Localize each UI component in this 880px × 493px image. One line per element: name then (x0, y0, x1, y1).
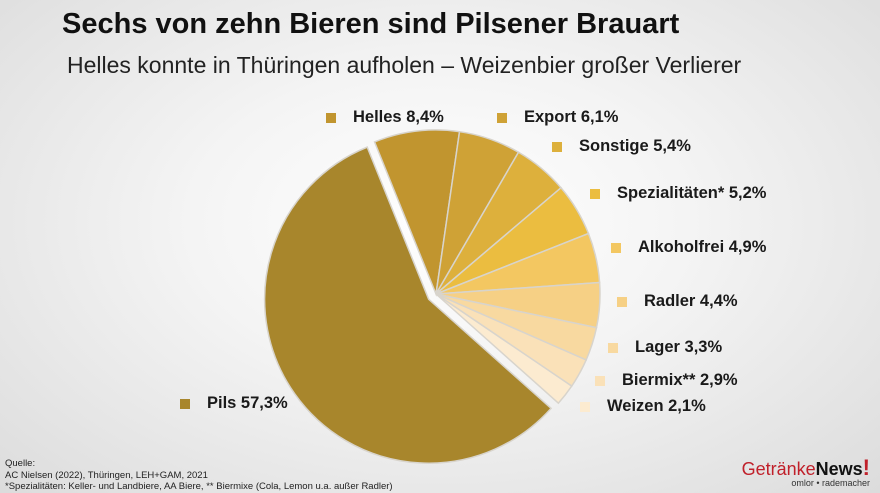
legend-marker-icon (580, 401, 590, 412)
slice-label-text: Export 6,1% (524, 108, 619, 126)
legend-marker-icon (595, 375, 605, 386)
legend-marker-icon (497, 112, 507, 123)
slice-label-text: Spezialitäten* 5,2% (617, 184, 767, 202)
slice-label-text: Sonstige 5,4% (579, 137, 691, 155)
slice-label: Lager 3,3% (608, 338, 722, 357)
source-note: Quelle: AC Nielsen (2022), Thüringen, LE… (5, 458, 393, 493)
slice-label-text: Lager 3,3% (635, 338, 723, 356)
legend-marker-icon (552, 141, 562, 152)
legend-marker-icon (180, 398, 190, 409)
legend-marker-icon (617, 296, 627, 307)
source-line-2: *Spezialitäten: Keller- und Landbiere, A… (5, 481, 393, 492)
chart-subtitle: Helles konnte in Thüringen aufholen – We… (67, 52, 742, 78)
chart-title: Sechs von zehn Bieren sind Pilsener Brau… (62, 8, 680, 40)
legend-marker-icon (611, 242, 621, 253)
slice-label: Sonstige 5,4% (552, 137, 691, 156)
slice-label: Export 6,1% (497, 108, 618, 127)
slice-label: Weizen 2,1% (580, 397, 706, 416)
slice-label: Helles 8,4% (326, 108, 444, 127)
getraenkenews-logo: GetränkeNews! omlor • rademacher (742, 455, 870, 488)
slice-label: Radler 4,4% (617, 292, 738, 311)
slice-label: Spezialitäten* 5,2% (590, 184, 766, 203)
slice-label-text: Helles 8,4% (353, 108, 444, 126)
legend-marker-icon (590, 188, 600, 199)
slice-label-text: Biermix** 2,9% (622, 371, 738, 389)
logo-part2: News (815, 459, 863, 479)
slice-label-text: Alkoholfrei 4,9% (638, 238, 767, 256)
logo-part1: Getränke (741, 459, 816, 479)
pie-slice-pils (263, 146, 553, 464)
logo-tagline: omlor • rademacher (791, 478, 870, 488)
source-line-1: AC Nielsen (2022), Thüringen, LEH+GAM, 2… (5, 469, 208, 481)
logo-mark: ! (862, 455, 870, 480)
slice-label-text: Weizen 2,1% (607, 397, 706, 415)
slice-label: Pils 57,3% (180, 394, 288, 413)
slice-label: Alkoholfrei 4,9% (611, 238, 766, 257)
source-heading: Quelle: (5, 458, 36, 469)
slice-label-text: Pils 57,3% (207, 394, 288, 412)
slice-label: Biermix** 2,9% (595, 371, 738, 390)
slice-label-text: Radler 4,4% (644, 292, 738, 310)
legend-marker-icon (608, 342, 618, 353)
pie-slice-helles (373, 129, 461, 297)
pie-slice-weizen (435, 293, 573, 405)
legend-marker-icon (326, 112, 336, 123)
